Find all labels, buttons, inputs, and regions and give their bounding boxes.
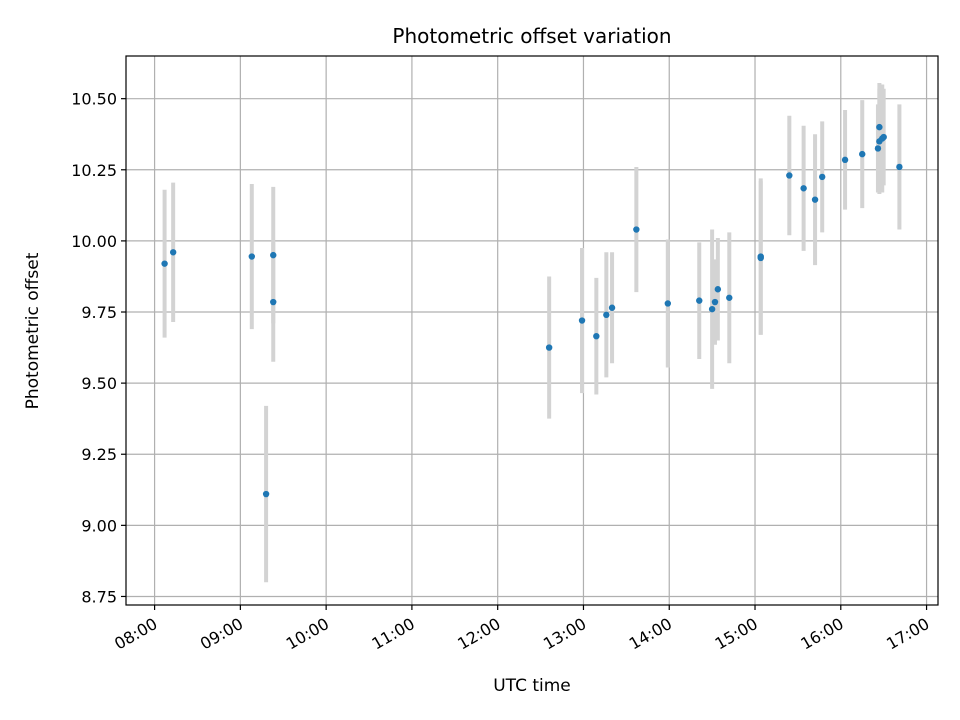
data-point	[874, 145, 882, 152]
data-point	[270, 298, 277, 306]
y-tick-label: 8.75	[81, 587, 117, 606]
data-point	[696, 297, 703, 304]
data-point	[708, 305, 716, 313]
data-point	[786, 172, 793, 179]
y-tick-label: 9.00	[81, 516, 117, 535]
data-point	[811, 196, 819, 203]
y-tick-label: 9.50	[81, 374, 117, 393]
y-axis-label: Photometric offset	[23, 252, 43, 409]
data-point	[578, 317, 586, 324]
grid-lines	[126, 56, 938, 605]
data-point	[711, 298, 719, 306]
data-point	[726, 294, 733, 301]
data-point	[664, 300, 672, 307]
plot-frame	[125, 55, 939, 606]
data-point	[896, 163, 903, 171]
data-point	[800, 185, 807, 192]
chart-title: Photometric offset variation	[392, 24, 671, 48]
y-tick-label: 9.25	[81, 445, 117, 464]
y-tick-label: 10.50	[71, 90, 117, 109]
y-tick-label: 10.00	[71, 232, 117, 251]
data-point	[545, 344, 553, 351]
y-tick-label: 10.25	[71, 161, 117, 180]
x-axis-label: UTC time	[493, 676, 571, 696]
data-point	[161, 260, 168, 267]
data-point	[262, 490, 270, 498]
data-point	[633, 226, 640, 233]
data-point	[714, 286, 722, 293]
data-point	[169, 249, 177, 256]
data-point	[248, 253, 256, 260]
data-point	[880, 133, 887, 141]
y-axis-ticks: 8.75 9.00 9.25 9.50 9.75 10.00 10.25 10.50	[71, 90, 126, 606]
data-point	[859, 150, 866, 158]
data-point	[603, 311, 610, 319]
data-point	[876, 123, 883, 131]
data-point	[819, 173, 826, 181]
data-point	[270, 251, 277, 259]
data-point	[608, 304, 616, 311]
y-tick-label: 9.75	[81, 303, 117, 322]
data-points	[161, 123, 903, 498]
data-point	[593, 332, 600, 340]
data-point	[841, 156, 849, 164]
data-point	[757, 254, 764, 262]
